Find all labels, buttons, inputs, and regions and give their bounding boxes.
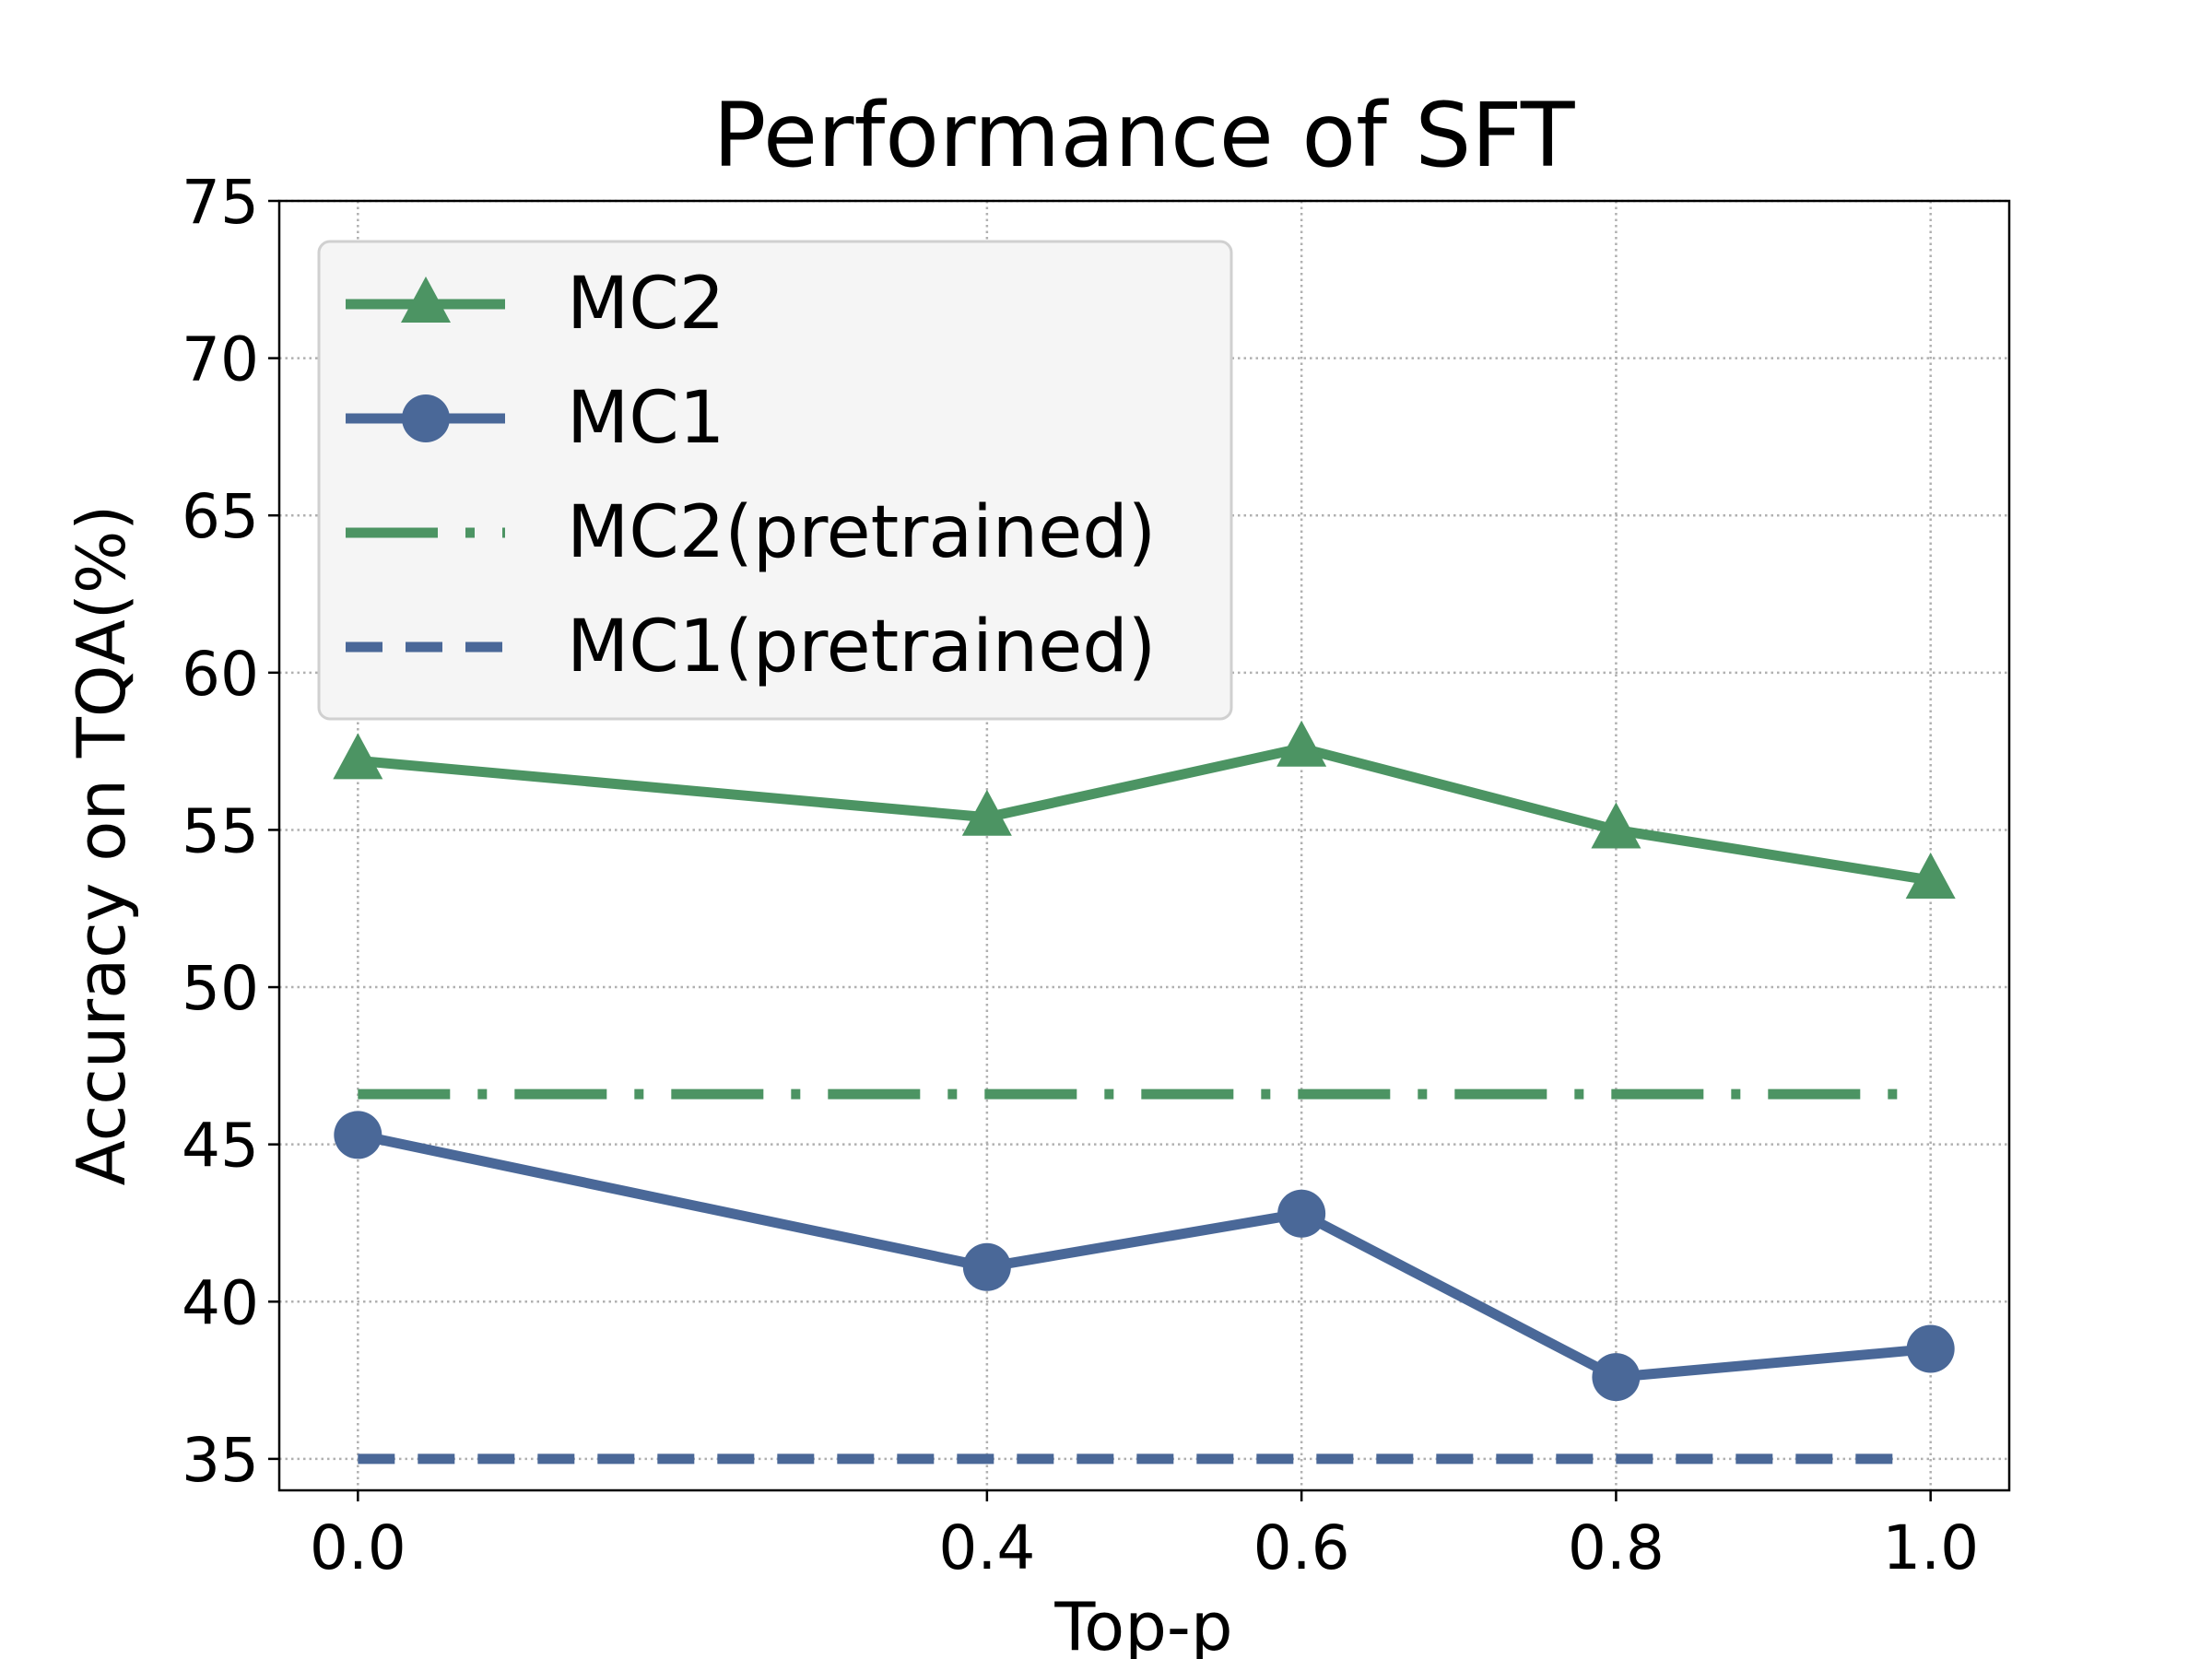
- data-point: [333, 733, 383, 780]
- legend-item: MC1(pretrained): [346, 606, 1156, 688]
- x-tick-label: 0.6: [1253, 1512, 1350, 1583]
- y-tick-label: 40: [182, 1267, 259, 1338]
- legend: MC2 MC1 MC2(pretrained) MC1(pretrained): [317, 240, 1233, 721]
- data-point: [1277, 1189, 1326, 1238]
- data-point: [1906, 1324, 1955, 1373]
- y-tick-label: 60: [182, 639, 259, 710]
- x-tick-label: 1.0: [1882, 1512, 1979, 1583]
- legend-item: MC2: [346, 263, 724, 346]
- plot-frame: [277, 199, 2011, 1492]
- series-line: [357, 743, 1932, 886]
- x-tick-label: 0.4: [938, 1512, 1035, 1583]
- data-point: [961, 789, 1012, 836]
- y-tick-label: 75: [182, 167, 259, 238]
- data-point: [334, 1111, 382, 1159]
- data-point: [962, 1242, 1011, 1291]
- data-point: [1591, 802, 1641, 849]
- series-mc2: [333, 720, 1956, 900]
- data-point: [1592, 1353, 1641, 1402]
- chart-title: Performance of SFT: [712, 84, 1574, 187]
- series-layer: [333, 720, 1956, 1465]
- data-point: [1277, 720, 1327, 767]
- series-mc1: [334, 1111, 1955, 1402]
- x-tick-label: 0.0: [310, 1512, 406, 1583]
- legend-marker: [401, 276, 451, 323]
- legend-label: MC1(pretrained): [567, 606, 1156, 688]
- legend-label: MC2: [567, 263, 724, 346]
- legend-item: MC2(pretrained): [346, 491, 1156, 574]
- legend-marker: [402, 394, 450, 442]
- legend-box: [317, 240, 1233, 721]
- x-tick-label: 0.8: [1568, 1512, 1665, 1583]
- data-point: [1905, 853, 1956, 900]
- y-tick-label: 65: [182, 481, 259, 552]
- series-line: [357, 1130, 1932, 1382]
- x-axis-label: Top-p: [1053, 1588, 1232, 1659]
- y-axis-label: Accuracy on TQA(%): [63, 505, 140, 1186]
- legend-item: MC1: [346, 377, 724, 460]
- y-tick-label: 45: [182, 1111, 259, 1182]
- legend-label: MC1: [567, 377, 724, 460]
- y-tick-label: 70: [182, 324, 259, 395]
- y-tick-label: 55: [182, 795, 259, 866]
- ticks: 0.0 0.4 0.6 0.8 1.0 35 40 45 50 55 60 65 70 75: [182, 167, 1979, 1583]
- legend-label: MC2(pretrained): [567, 491, 1156, 574]
- y-tick-label: 35: [182, 1425, 259, 1496]
- y-tick-label: 50: [182, 953, 259, 1024]
